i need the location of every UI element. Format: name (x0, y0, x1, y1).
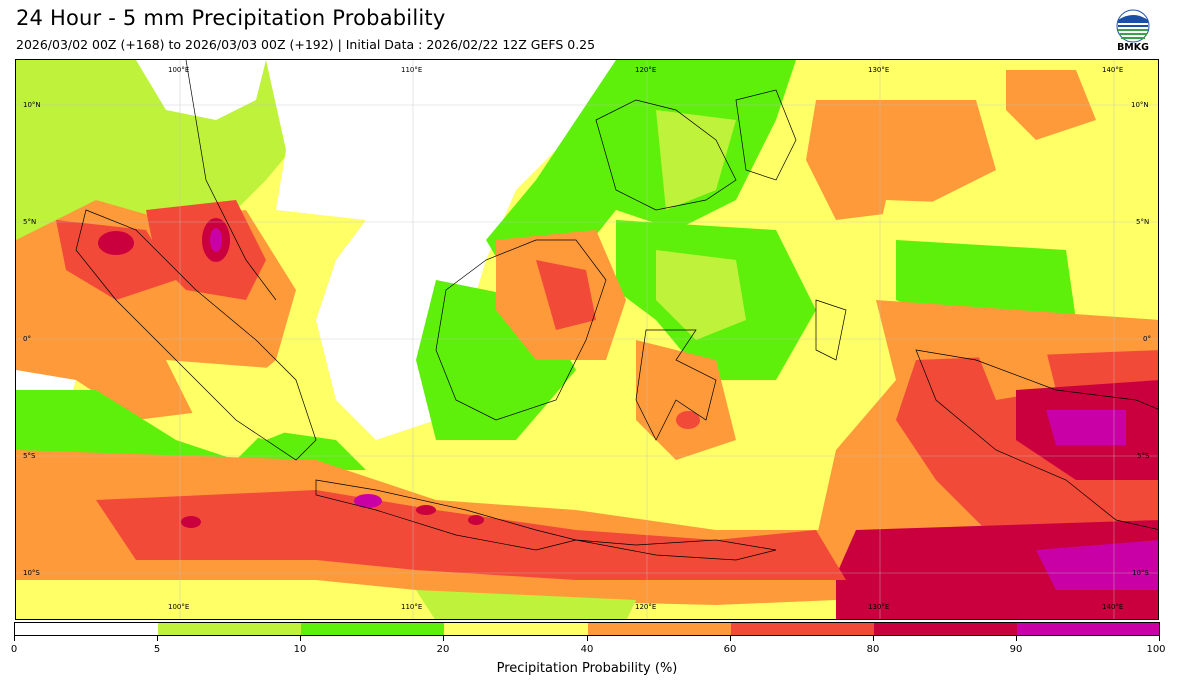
colorbar-segment-20-40 (444, 623, 588, 635)
colorbar-segment-0-5 (15, 623, 158, 635)
colorbar-segment-90-100 (1017, 623, 1159, 635)
lat-label-left-0: 0° (23, 335, 31, 343)
colorbar-tick (14, 636, 15, 641)
lat-label-right-5s: 5°S (1137, 452, 1150, 460)
lon-label-top-110: 110°E (401, 66, 423, 74)
colorbar-label-0: 0 (10, 644, 18, 655)
colorbar-segment-80-90 (874, 623, 1017, 635)
colorbar-tick (443, 636, 444, 641)
chart-subtitle: 2026/03/02 00Z (+168) to 2026/03/03 00Z … (16, 37, 596, 52)
map-canvas (16, 60, 1158, 619)
lon-label-bottom-130: 130°E (868, 603, 890, 611)
lon-label-top-100: 100°E (168, 66, 190, 74)
lat-label-right-10n: 10°N (1131, 101, 1149, 109)
colorbar-tick (587, 636, 588, 641)
lat-label-right-5n: 5°N (1136, 218, 1150, 226)
colorbar-label-90: 90 (1009, 644, 1023, 655)
lon-label-bottom-120: 120°E (635, 603, 657, 611)
colorbar-segment-5-10 (158, 623, 301, 635)
colorbar-segment-10-20 (301, 623, 444, 635)
lon-label-bottom-110: 110°E (401, 603, 423, 611)
lon-label-bottom-140: 140°E (1102, 603, 1124, 611)
colorbar-tick (730, 636, 731, 641)
colorbar-title: Precipitation Probability (%) (496, 661, 678, 676)
colorbar-segment-60-80 (731, 623, 874, 635)
chart-title: 24 Hour - 5 mm Precipitation Probability (16, 6, 446, 30)
colorbar-label-10: 10 (293, 644, 307, 655)
colorbar-label-100: 100 (1146, 644, 1166, 655)
colorbar-tick (873, 636, 874, 641)
precipitation-map: 100°E 110°E 120°E 130°E 140°E 100°E 110°… (15, 59, 1159, 620)
bmkg-logo-icon (1116, 9, 1150, 43)
lon-label-top-140: 140°E (1102, 66, 1124, 74)
colorbar-label-5: 5 (153, 644, 161, 655)
lon-label-top-130: 130°E (868, 66, 890, 74)
colorbar-tick (300, 636, 301, 641)
colorbar (14, 622, 1160, 636)
colorbar-tick (1159, 636, 1160, 641)
colorbar-label-80: 80 (866, 644, 880, 655)
lon-label-top-120: 120°E (635, 66, 657, 74)
colorbar-label-20: 20 (436, 644, 450, 655)
lat-label-right-10s: 10°S (1132, 569, 1149, 577)
colorbar-tick (157, 636, 158, 641)
colorbar-tick (1016, 636, 1017, 641)
colorbar-label-40: 40 (580, 644, 594, 655)
lat-label-left-10s: 10°S (23, 569, 40, 577)
lat-label-left-5s: 5°S (23, 452, 36, 460)
lat-label-right-0: 0° (1143, 335, 1151, 343)
logo-text: BMKG (1117, 42, 1149, 53)
lat-label-left-10n: 10°N (23, 101, 41, 109)
lon-label-bottom-100: 100°E (168, 603, 190, 611)
colorbar-segment-40-60 (588, 623, 731, 635)
colorbar-label-60: 60 (723, 644, 737, 655)
lat-label-left-5n: 5°N (23, 218, 37, 226)
